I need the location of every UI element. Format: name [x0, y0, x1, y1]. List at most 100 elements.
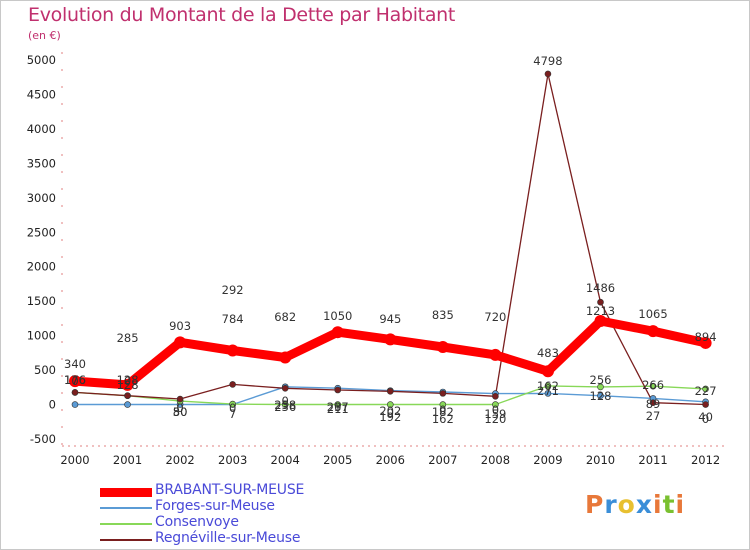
- logo-letter: o: [617, 490, 636, 519]
- x-tick-label: 2002: [165, 453, 194, 467]
- data-label: 40: [698, 410, 713, 424]
- data-label: 1065: [638, 307, 667, 321]
- data-label: 176: [64, 373, 86, 387]
- x-tick-label: 2008: [481, 453, 510, 467]
- data-point: [489, 348, 502, 361]
- data-label: 1213: [586, 304, 615, 318]
- data-point: [492, 392, 499, 400]
- data-point: [597, 298, 604, 306]
- data-label: 80: [173, 405, 188, 419]
- data-point: [436, 341, 449, 354]
- data-label: 176: [64, 373, 86, 387]
- y-tick-label: 4500: [27, 87, 56, 101]
- data-label: 0: [229, 401, 236, 415]
- data-point: [281, 401, 289, 408]
- data-label: 1050: [323, 309, 352, 323]
- logo-letter: t: [662, 490, 676, 519]
- legend-item: BRABANT-SUR-MEUSE: [100, 482, 400, 500]
- data-label: 236: [274, 400, 296, 414]
- data-label: 120: [484, 412, 506, 426]
- y-tick-label: 3000: [27, 191, 56, 205]
- data-point: [229, 400, 236, 408]
- data-point: [229, 381, 236, 388]
- data-point: [702, 385, 709, 393]
- x-tick-label: 2012: [691, 453, 720, 467]
- data-label: 192: [379, 410, 401, 424]
- data-point: [334, 401, 342, 408]
- data-label: 0: [124, 374, 131, 388]
- legend-label: Consenvoye: [155, 514, 239, 530]
- proxiti-logo: Proxiti: [585, 490, 685, 519]
- logo-letter: i: [653, 490, 663, 519]
- data-label: 4798: [533, 54, 562, 68]
- x-tick-label: 2007: [428, 453, 457, 467]
- data-point: [492, 401, 499, 408]
- data-label: 1486: [586, 281, 615, 295]
- data-point: [597, 383, 604, 391]
- data-label: 237: [327, 400, 349, 414]
- x-tick-label: 2004: [271, 453, 300, 467]
- legend-item: Consenvoye: [100, 514, 400, 532]
- legend-item: Regnéville-sur-Meuse: [100, 530, 400, 548]
- data-label: 0: [702, 412, 709, 426]
- data-label: 182: [432, 405, 454, 419]
- y-tick-label: 5000: [27, 53, 56, 67]
- data-point: [176, 395, 184, 403]
- data-point: [386, 401, 394, 408]
- data-point: [439, 401, 447, 408]
- data-label: 894: [695, 330, 717, 344]
- data-label: 27: [646, 409, 661, 423]
- legend-label: Forges-sur-Meuse: [155, 498, 275, 514]
- x-tick-label: 2000: [60, 453, 89, 467]
- data-label: 162: [537, 379, 559, 393]
- x-tick-label: 2009: [533, 453, 562, 467]
- data-label: 835: [432, 308, 454, 322]
- data-point: [334, 386, 342, 394]
- legend-swatch: [100, 507, 152, 509]
- data-point: [544, 70, 552, 78]
- legend-item: Forges-sur-Meuse: [100, 498, 400, 516]
- legend-label: Regnéville-sur-Meuse: [155, 530, 301, 546]
- x-tick-label: 2001: [113, 453, 142, 467]
- legend-label: BRABANT-SUR-MEUSE: [155, 482, 305, 498]
- x-tick-label: 2011: [638, 453, 667, 467]
- data-label: 0: [439, 403, 446, 417]
- logo-letter: r: [604, 490, 618, 519]
- data-label: 285: [117, 331, 139, 345]
- data-label: 682: [274, 310, 296, 324]
- data-label: 162: [432, 412, 454, 426]
- legend-swatch: [100, 523, 152, 525]
- data-label: 0: [282, 394, 289, 408]
- data-point: [649, 399, 657, 406]
- data-point: [124, 392, 131, 400]
- x-tick-label: 2005: [323, 453, 352, 467]
- data-point: [544, 382, 552, 390]
- data-label: 227: [695, 384, 717, 398]
- data-label: 256: [590, 373, 612, 387]
- data-point: [71, 401, 79, 408]
- data-label: 0: [334, 400, 341, 414]
- data-label: 89: [646, 397, 661, 411]
- legend-swatch: [100, 539, 152, 541]
- data-label: 50: [173, 405, 188, 419]
- data-point: [544, 390, 552, 397]
- data-point: [594, 314, 607, 327]
- x-tick-label: 2006: [376, 453, 405, 467]
- data-point: [281, 384, 289, 392]
- logo-letter: i: [675, 490, 686, 519]
- data-label: 483: [537, 346, 559, 360]
- data-point: [699, 336, 712, 349]
- data-label: 266: [642, 378, 664, 392]
- chart-subtitle: (en €): [28, 29, 61, 42]
- data-point: [226, 344, 239, 357]
- data-label: 340: [64, 357, 86, 371]
- data-label: 7: [229, 407, 236, 421]
- y-tick-label: 2500: [27, 225, 56, 239]
- y-tick-label: 0: [49, 398, 56, 412]
- legend-swatch: [100, 487, 152, 497]
- data-point: [649, 382, 657, 390]
- data-point: [121, 378, 134, 391]
- chart-title: Evolution du Montant de la Dette par Hab…: [28, 4, 456, 26]
- data-point: [702, 401, 709, 408]
